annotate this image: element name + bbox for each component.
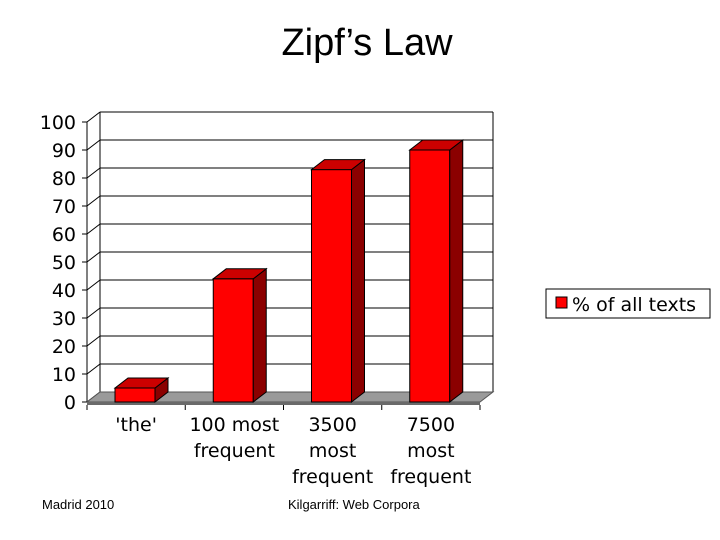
y-tick-label: 60 — [52, 224, 76, 246]
legend-box — [545, 288, 711, 319]
bar — [113, 376, 170, 404]
bar-front — [114, 387, 156, 403]
floor-front — [87, 402, 480, 405]
bar-front — [212, 278, 254, 403]
gridline-side — [86, 195, 101, 207]
gridline-side — [86, 307, 101, 319]
bars — [113, 138, 465, 404]
y-tick-label: 30 — [52, 308, 76, 330]
bar-front — [311, 169, 352, 403]
y-tick-label: 10 — [52, 364, 76, 386]
y-tick-label: 0 — [64, 392, 76, 414]
gridline-side — [86, 363, 101, 375]
bar-front — [409, 149, 451, 403]
slide-title: Zipf’s Law — [281, 22, 453, 64]
bar-side — [449, 138, 464, 404]
bar — [408, 138, 465, 404]
legend: % of all texts — [545, 288, 711, 319]
gridline-side — [86, 279, 101, 291]
y-axis-ticks: 0 10 20 30 40 50 60 70 80 90 100 — [40, 112, 87, 414]
bar — [310, 158, 366, 404]
y-tick-label: 50 — [52, 252, 76, 274]
y-tick-label: 100 — [40, 112, 76, 134]
y-tick-label: 40 — [52, 280, 76, 302]
bar-side — [351, 158, 365, 404]
legend-label: % of all texts — [572, 294, 696, 316]
x-category-label: 3500 most frequent — [292, 414, 373, 488]
gridline-side — [86, 111, 101, 123]
bar-top — [211, 268, 268, 280]
x-category-label: 100 most frequent — [189, 414, 279, 462]
gridline-side — [86, 251, 101, 263]
bar-side — [252, 267, 267, 404]
x-category-label: 'the' — [115, 414, 157, 436]
bar-top — [408, 139, 465, 151]
y-tick-label: 80 — [52, 168, 76, 190]
x-category-label: 7500 most frequent — [390, 414, 471, 488]
gridline-side — [86, 167, 101, 179]
gridline-side — [86, 223, 101, 235]
y-tick-label: 70 — [52, 196, 76, 218]
legend-swatch — [555, 296, 568, 309]
footer-right: Kilgarriff: Web Corpora — [288, 497, 420, 512]
gridline-side — [86, 335, 101, 347]
bar — [211, 267, 268, 404]
footer-left: Madrid 2010 — [42, 497, 115, 512]
gridline-side — [86, 139, 101, 151]
bar-top — [113, 377, 170, 389]
bar-top — [310, 159, 366, 171]
y-tick-label: 20 — [52, 336, 76, 358]
x-axis-categories: 'the' 100 most frequent 3500 most frequent750… — [86, 405, 481, 488]
y-tick-label: 90 — [52, 140, 76, 162]
